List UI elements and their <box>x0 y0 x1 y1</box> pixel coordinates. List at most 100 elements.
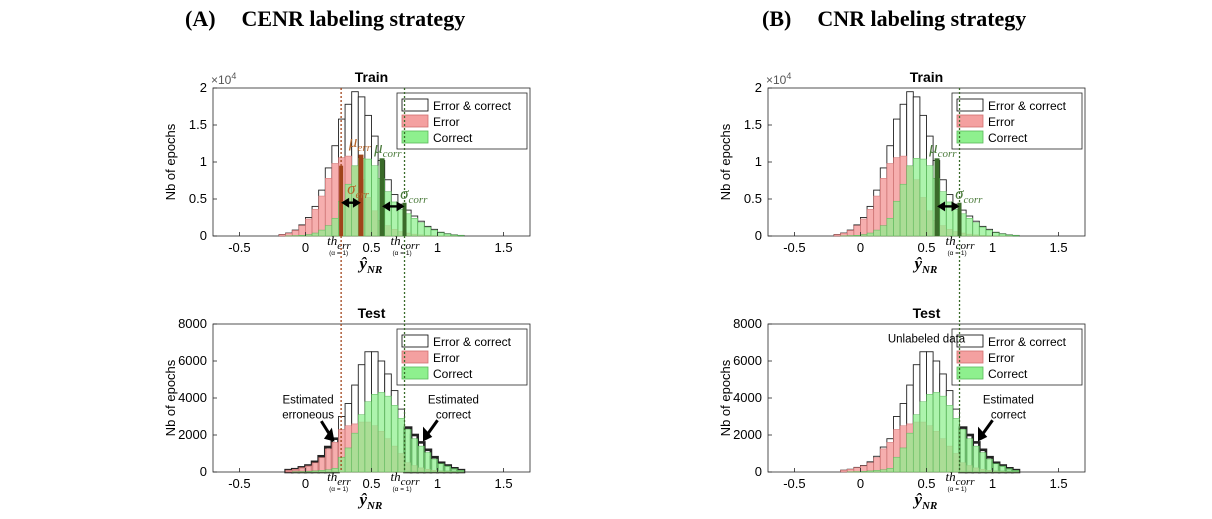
panel-a-test-bar-correct <box>351 432 359 473</box>
panel-a-test-legend-label: Error <box>433 351 460 365</box>
panel-a-test-xtick-label: 0 <box>302 476 309 491</box>
panel-a-test-bar-correct <box>318 470 326 473</box>
panel-a-test-th-corr-label-note: (α = 1) <box>393 486 412 493</box>
panel-a-test-ylabel: Nb of epochs <box>163 359 178 436</box>
panel-b-test-ytick-label: 4000 <box>733 390 762 405</box>
panel-b-train-bar-correct <box>985 229 993 237</box>
panel-a-test-legend-swatch <box>401 366 429 380</box>
panel-a-train-legend-swatch <box>401 98 429 112</box>
panel-b-test-legend-label: Correct <box>988 367 1028 381</box>
panel-b-train-ytick-label: 1.5 <box>744 117 762 132</box>
panel-a-test-bar-correct <box>450 468 458 473</box>
panel-b-test-xtick-label: 1 <box>989 476 996 491</box>
panel-a-test-th-corr-label: thcorr(α = 1) <box>391 469 421 493</box>
panel-b-test-bar-correct <box>932 392 940 473</box>
panel-a-test-bar-correct <box>338 456 346 473</box>
panel-b-test-title: Test <box>913 305 941 321</box>
panel-a-train-xtick-label: 1 <box>434 240 441 255</box>
panel-b-train-legend-label: Correct <box>988 131 1028 145</box>
panel-a-test-bar-correct <box>457 469 465 473</box>
panel-a-test-bar-error <box>305 465 313 473</box>
panel-b-train-xtick-label: -0.5 <box>783 240 805 255</box>
panel-a-train-bar-correct <box>424 226 432 237</box>
panel-a-train-ytick-label: 1.5 <box>189 117 207 132</box>
panel-a-test-estimated-correct-arrow <box>425 419 439 436</box>
panel-b-test-bar-correct <box>959 429 967 473</box>
panel-a-letter: (A) <box>185 6 216 31</box>
panel-b-test-bar-correct <box>1012 469 1020 473</box>
panel-b-train-sigma-corr-arrow <box>937 201 960 212</box>
panel-a-test-estimated-erroneous-label: Estimated <box>283 395 334 407</box>
panel-b-test-bar-error <box>873 457 881 473</box>
panel-a-test-xtick-label: 1 <box>434 476 441 491</box>
panel-a-train-sigma-err-arrow-head-right <box>352 197 361 208</box>
panel-a-test-th-err-label-note: (α = 1) <box>329 486 348 493</box>
panel-b-train-bar-correct <box>886 217 894 237</box>
panel-b-test-bar-correct <box>1005 468 1013 473</box>
panel-a-test-estimated-erroneous-label: erroneous <box>282 410 334 422</box>
panel-b-train-ytick-label: 1 <box>755 154 762 169</box>
panel-a-title: (A) CENR labeling strategy <box>185 6 465 32</box>
panel-a-train-bar-correct <box>410 217 418 237</box>
panel-b-train-bar-correct <box>972 222 980 237</box>
panel-b-train-bar-error <box>840 232 848 237</box>
panel-b-train-chart: -0.5 0 0.5 1 1.5 0 0.5 1 1.5 2 Train ŷNR Nb of epoch… <box>718 69 1086 276</box>
panel-a-train-bar-error <box>305 218 313 237</box>
panel-a-test-legend: Error & correct Error Correct <box>396 328 528 386</box>
panel-b-train-legend-swatch <box>956 114 984 128</box>
panel-a-test-legend-label: Error & correct <box>433 335 512 349</box>
panel-a-test-bar-correct <box>305 471 313 473</box>
panel-a-train-bar-correct <box>417 222 425 237</box>
panel-a-train-bar-error <box>298 225 306 237</box>
panel-a-train-bar-correct <box>305 234 313 237</box>
panel-b-test-xtick-label: 1.5 <box>1050 476 1068 491</box>
panel-a-train-sigma-err-label: σerr <box>347 179 370 201</box>
panel-a-test-bar-error <box>311 462 319 473</box>
panel-a-test-estimated-erroneous-arrowhead <box>323 427 335 442</box>
panel-a-train-sigma-err-arrow-head-left <box>341 197 350 208</box>
panel-b-test-th-corr-label-symbol: thcorr <box>946 469 976 488</box>
panel-a-train-ytick-label: 2 <box>200 80 207 95</box>
panel-a-train-sigma-err-arrow <box>341 197 361 208</box>
panel-b-train-bar-correct <box>919 158 927 237</box>
panel-b-train-bar-correct <box>1005 234 1013 237</box>
panel-a-title-text: CENR labeling strategy <box>241 6 466 31</box>
panel-a-train-ytick-label: 0 <box>200 228 207 243</box>
panel-a-train-bar-correct <box>298 235 306 237</box>
panel-b-train-bar-correct <box>939 191 947 237</box>
panel-a-test-legend-swatch <box>401 334 429 348</box>
panel-a-test-bar-correct <box>410 438 418 473</box>
panel-b-train-sigma-corr-arrow-head-right <box>951 201 960 212</box>
panel-a-train-bar-error <box>285 232 293 237</box>
panel-a-train-legend-label: Error <box>433 115 460 129</box>
panel-b-test-ytick-label: 0 <box>755 464 762 479</box>
panel-b-test-legend-label: Error <box>988 351 1015 365</box>
panel-b-train-legend: Error & correct Error Correct <box>951 92 1083 150</box>
panel-b-test-bar-correct <box>899 447 907 473</box>
panel-b-test-th-corr-label: thcorr(α = 1) <box>946 469 976 493</box>
panel-b-test-ylabel: Nb of epochs <box>718 359 733 436</box>
panel-b-test-bar-correct <box>866 470 874 473</box>
panel-b-train-xtick-label: 1 <box>989 240 996 255</box>
panel-b-train-bar-correct <box>965 217 973 237</box>
panel-a-train-xtick-label: 0 <box>302 240 309 255</box>
panel-b-train-legend-label: Error & correct <box>988 99 1067 113</box>
panel-b-train-xtick-label: 1.5 <box>1050 240 1068 255</box>
panel-a-test-bar-error <box>285 469 293 473</box>
panel-a-test-bar-correct <box>430 458 438 473</box>
panel-b-test-bar-error <box>866 462 874 473</box>
panel-a-train-chart: -0.5 0 0.5 1 1.5 0 0.5 1 1.5 2 Train ŷNR Nb of epoch… <box>163 69 531 276</box>
panel-a-train-mu-err-line <box>358 154 364 236</box>
panel-b-train-bar-error <box>866 209 874 237</box>
panel-b-test-bar-error <box>853 467 861 473</box>
panel-a-test-bar-error <box>331 442 339 473</box>
panel-b-train-th-corr-label: thcorr(α = 1) <box>946 233 976 257</box>
panel-b-test-ytick-label: 2000 <box>733 427 762 442</box>
panel-b-train-th-corr-bar <box>957 202 962 236</box>
panel-a-train-bar-correct <box>457 235 465 237</box>
panel-a-train-ylabel: Nb of epochs <box>163 123 178 200</box>
panel-b-test-bar-correct <box>893 456 901 473</box>
panel-a-test-bar-error <box>318 457 326 473</box>
panel-b-test-bar-correct <box>979 452 987 473</box>
panel-a-test-ytick-label: 4000 <box>178 390 207 405</box>
